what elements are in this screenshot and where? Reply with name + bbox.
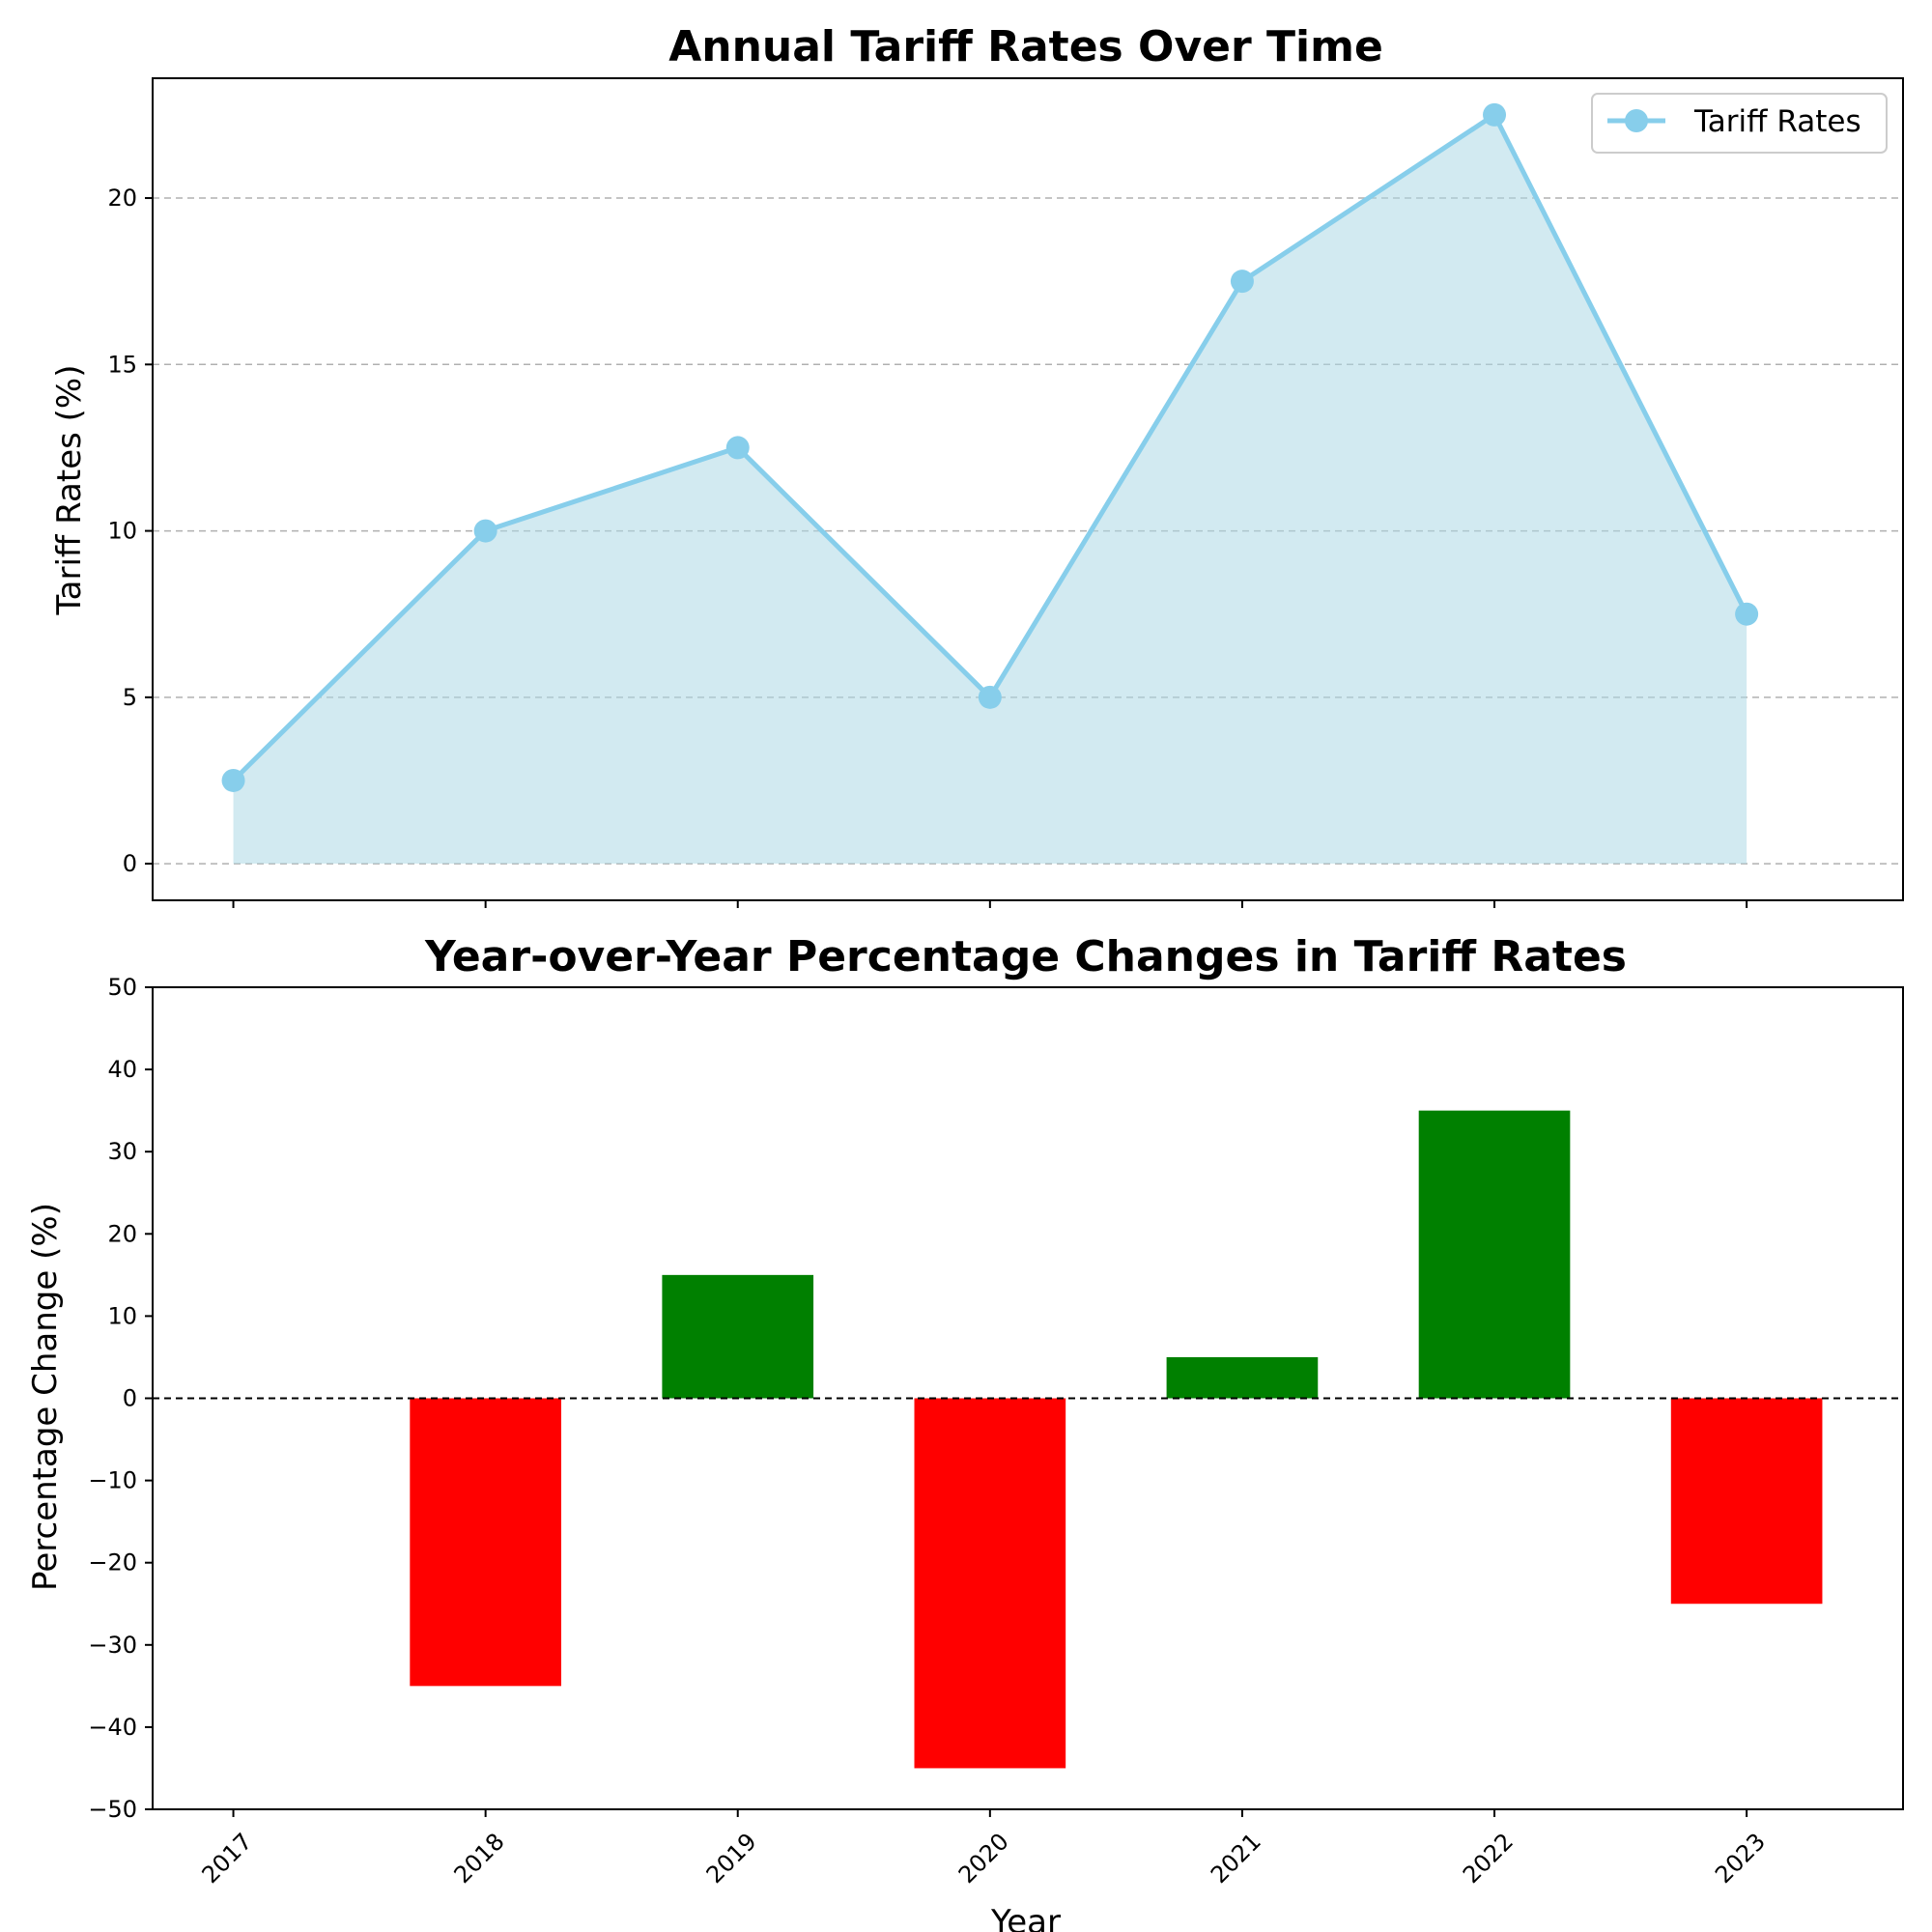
y-tick-label: −10 xyxy=(88,1467,137,1494)
legend-label: Tariff Rates xyxy=(1693,104,1861,139)
tariff-rate-line-chart: Annual Tariff Rates Over Time Tariff Rat… xyxy=(50,22,1904,908)
y-tick-label: −50 xyxy=(88,1796,137,1823)
chart-title: Annual Tariff Rates Over Time xyxy=(668,22,1383,71)
data-point xyxy=(473,519,497,543)
data-point xyxy=(1483,102,1507,127)
data-point xyxy=(725,436,750,460)
y-tick-label: 50 xyxy=(107,974,137,1001)
y-tick-label: 0 xyxy=(123,850,137,877)
y-tick-label: −30 xyxy=(88,1632,137,1659)
y-ticks: −50 −40 −30 −20 −10 0 10 20 30 40 50 xyxy=(88,974,153,1823)
y-tick-label: 30 xyxy=(107,1138,137,1165)
y-ticks: 0 5 10 15 20 xyxy=(107,185,153,877)
x-tick-label: 2019 xyxy=(701,1828,762,1889)
legend-marker-swatch xyxy=(1625,109,1648,132)
bar xyxy=(662,1274,814,1399)
x-tick-label: 2018 xyxy=(449,1828,510,1889)
x-tick-label: 2022 xyxy=(1458,1828,1519,1889)
data-point xyxy=(1230,270,1254,294)
data-point xyxy=(1735,602,1759,626)
y-tick-label: −20 xyxy=(88,1549,137,1577)
y-tick-label: 10 xyxy=(107,1302,137,1329)
legend-box xyxy=(1591,93,1888,154)
y-tick-label: 5 xyxy=(123,684,137,711)
x-tick-label: 2017 xyxy=(197,1828,258,1889)
bar xyxy=(410,1398,561,1687)
y-axis-label: Percentage Change (%) xyxy=(26,1203,65,1591)
yoy-change-bar-chart: Year-over-Year Percentage Changes in Tar… xyxy=(26,932,1904,1932)
chart-title: Year-over-Year Percentage Changes in Tar… xyxy=(424,932,1627,981)
x-tick-label: 2020 xyxy=(953,1828,1014,1889)
y-tick-label: 10 xyxy=(107,518,137,545)
bar xyxy=(914,1398,1066,1769)
area-fill xyxy=(233,114,1747,865)
y-tick-label: 20 xyxy=(107,185,137,212)
y-tick-label: 15 xyxy=(107,351,137,378)
area-fill-layer xyxy=(233,114,1747,865)
y-axis-label: Tariff Rates (%) xyxy=(50,365,89,616)
y-tick-label: 40 xyxy=(107,1056,137,1083)
plot-frame xyxy=(152,77,1904,901)
x-tick-label: 2021 xyxy=(1206,1828,1266,1889)
x-tick-label: 2023 xyxy=(1710,1828,1771,1889)
data-point xyxy=(978,685,1002,709)
plot-frame xyxy=(152,986,1904,1810)
bar xyxy=(1166,1356,1319,1399)
legend: Tariff Rates xyxy=(1591,93,1888,154)
x-ticks: 2017 2018 2019 2020 2021 2022 2023 xyxy=(197,1809,1771,1889)
y-tick-label: 20 xyxy=(107,1220,137,1247)
bars xyxy=(410,1110,1823,1769)
y-tick-label: −40 xyxy=(88,1714,137,1741)
data-points xyxy=(221,102,1759,792)
x-axis-label: Year xyxy=(990,1903,1061,1932)
x-ticks xyxy=(232,900,1748,908)
data-point xyxy=(221,768,245,792)
bar xyxy=(1418,1110,1571,1399)
y-tick-label: 0 xyxy=(123,1385,137,1412)
bar xyxy=(1670,1398,1823,1605)
